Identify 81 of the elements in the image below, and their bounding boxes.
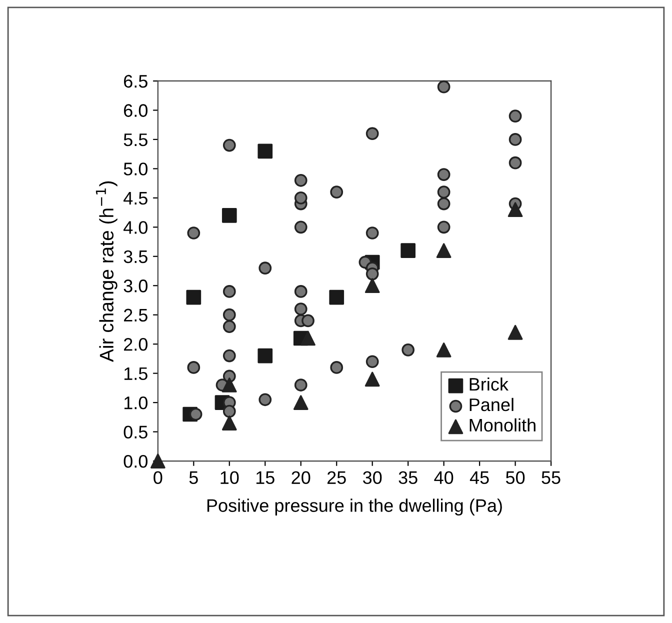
x-tick-label: 45: [470, 471, 489, 484]
x-tick-label: 20: [292, 471, 310, 484]
y-tick-label: 3.0: [124, 280, 148, 292]
point: [258, 144, 273, 159]
point: [437, 220, 450, 234]
y-tick-label: 1.0: [124, 396, 148, 410]
point: [222, 416, 237, 430]
point: [329, 290, 344, 305]
point: [508, 202, 523, 218]
point: [222, 285, 236, 298]
point: [437, 197, 450, 210]
point: [189, 408, 202, 421]
x-tick-label: 0: [154, 471, 162, 484]
point: [330, 361, 344, 374]
legend-label: Monolith: [470, 418, 536, 432]
x-tick-label: 5: [189, 471, 198, 484]
y-tick-label: 5.5: [124, 134, 148, 146]
x-tick-label: 10: [220, 471, 239, 484]
y-tick-label: 0.5: [124, 426, 148, 439]
point: [222, 349, 236, 362]
point: [258, 262, 272, 275]
x-tick-label: 35: [398, 471, 418, 484]
point: [294, 378, 308, 392]
point: [222, 320, 236, 333]
point: [366, 355, 379, 368]
point: [366, 226, 379, 240]
point: [508, 324, 523, 340]
point: [186, 290, 202, 305]
point: [222, 404, 236, 418]
legend-label: Brick: [470, 377, 508, 391]
point: [436, 342, 452, 358]
point: [437, 186, 450, 199]
point: [187, 226, 200, 240]
y-tick-label: 1.5: [124, 367, 148, 380]
point: [364, 372, 380, 387]
point: [150, 454, 166, 468]
y-tick-label: 2.0: [124, 338, 148, 351]
x-tick-label: 30: [362, 471, 382, 484]
x-tick-label: 50: [506, 471, 525, 484]
point: [258, 393, 272, 406]
x-tick-label: 25: [327, 471, 346, 484]
point: [400, 243, 416, 258]
point: [508, 156, 522, 170]
point: [437, 168, 450, 181]
point: [222, 138, 236, 152]
point: [402, 344, 415, 356]
point: [330, 186, 344, 199]
x-tick-label: 40: [434, 471, 454, 484]
point: [294, 220, 308, 234]
point: [364, 278, 380, 294]
point: [293, 395, 308, 410]
point: [258, 348, 273, 364]
point: [508, 133, 522, 146]
point: [294, 174, 308, 187]
y-tick-label: 3.5: [124, 250, 148, 264]
x-tick-label: 15: [256, 471, 274, 484]
point: [294, 285, 308, 298]
point: [294, 191, 308, 204]
point: [300, 330, 316, 346]
y-tick-label: 4.5: [124, 192, 148, 205]
point: [436, 243, 452, 258]
point: [366, 127, 379, 140]
point: [222, 308, 236, 322]
legend-label: Panel: [470, 398, 514, 412]
x-axis-title: Positive pressure in the dwelling (Pa): [207, 498, 502, 516]
point: [222, 208, 237, 223]
y-tick-label: 0.0: [124, 454, 148, 468]
y-tick-label: 6.5: [124, 74, 148, 88]
y-tick-label: 6.0: [124, 104, 148, 117]
point: [222, 378, 237, 392]
y-tick-label: 5.0: [124, 162, 148, 176]
y-tick-label: 4.0: [124, 221, 148, 234]
point: [437, 80, 450, 94]
y-tick-label: 2.5: [124, 308, 148, 322]
x-tick-label: 55: [542, 471, 560, 484]
y-axis-title: Air change rate (h$^{−1}$): [96, 181, 118, 362]
point: [294, 302, 308, 316]
point: [187, 361, 200, 374]
point: [366, 267, 379, 280]
point: [302, 314, 314, 328]
point: [508, 110, 522, 123]
